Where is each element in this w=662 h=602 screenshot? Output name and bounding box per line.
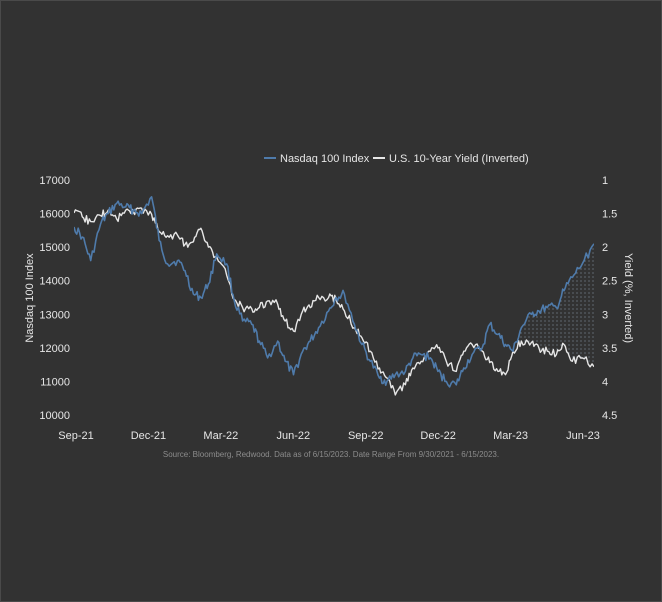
legend: Nasdaq 100 Index U.S. 10-Year Yield (Inv… <box>264 153 529 165</box>
y2-axis-ticks: 1 1.5 2 2.5 3 3.5 4 4.5 <box>602 175 617 422</box>
y2-tick-label: 3.5 <box>602 343 617 355</box>
series-line-nasdaq <box>74 196 594 388</box>
x-tick-label: Sep-22 <box>348 430 383 442</box>
y-axis-title: Nasdaq 100 Index <box>24 253 36 343</box>
legend-label-nasdaq: Nasdaq 100 Index <box>280 153 370 165</box>
x-tick-label: Jun-22 <box>276 430 310 442</box>
x-tick-label: Mar-23 <box>493 430 528 442</box>
x-tick-label: Dec-21 <box>131 430 166 442</box>
y2-tick-label: 4 <box>602 376 608 388</box>
x-tick-label: Dec-22 <box>420 430 455 442</box>
y-axis-ticks: 17000 16000 15000 14000 13000 12000 11000 10000 <box>39 175 70 422</box>
x-tick-label: Jun-23 <box>566 430 600 442</box>
series-line-yield <box>74 207 594 396</box>
y2-axis-title: Yield (%, Inverted) <box>622 253 634 343</box>
y-tick-label: 14000 <box>39 276 70 288</box>
y2-tick-label: 2 <box>602 242 608 254</box>
y-tick-label: 10000 <box>39 410 70 422</box>
legend-label-yield: U.S. 10-Year Yield (Inverted) <box>389 153 529 165</box>
x-tick-label: Mar-22 <box>203 430 238 442</box>
y-tick-label: 11000 <box>40 376 70 388</box>
y2-tick-label: 4.5 <box>602 410 617 422</box>
y-tick-label: 16000 <box>39 209 70 221</box>
y2-tick-label: 3 <box>602 309 608 321</box>
y2-tick-label: 2.5 <box>602 276 617 288</box>
y2-tick-label: 1 <box>602 175 608 187</box>
x-axis-ticks: Sep-21 Dec-21 Mar-22 Jun-22 Sep-22 Dec-22 Mar-… <box>58 430 600 442</box>
x-tick-label: Sep-21 <box>58 430 93 442</box>
y-tick-label: 12000 <box>39 343 70 355</box>
y-tick-label: 13000 <box>39 309 70 321</box>
y2-tick-label: 1.5 <box>602 209 617 221</box>
source-note: Source: Bloomberg, Redwood. Data as of 6… <box>163 450 499 459</box>
y-tick-label: 17000 <box>39 175 70 187</box>
y-tick-label: 15000 <box>39 242 70 254</box>
